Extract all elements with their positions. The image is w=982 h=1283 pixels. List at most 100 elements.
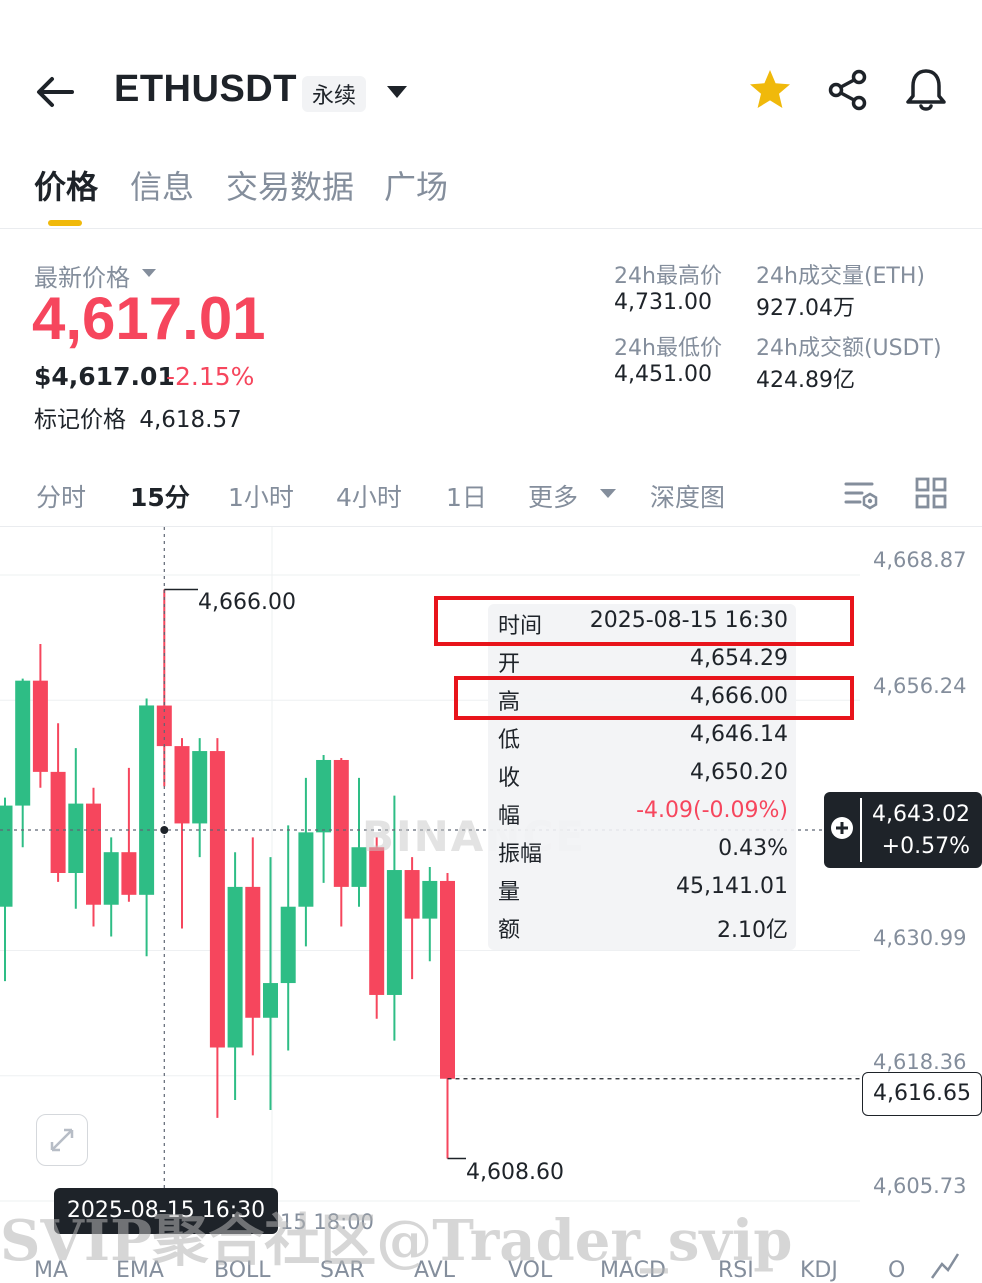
tooltip-volume-row: 量 45,141.01 xyxy=(498,870,788,908)
y-tick-label: 4,668.87 xyxy=(873,548,967,572)
annotation-box-time xyxy=(434,596,854,646)
fullscreen-button[interactable] xyxy=(36,1114,88,1166)
drawing-tools-icon[interactable] xyxy=(928,1250,962,1280)
candle-body xyxy=(192,751,208,824)
candle-body xyxy=(404,870,420,919)
candle-body xyxy=(0,805,13,907)
current-price-box[interactable]: 4,643.02 +0.57% xyxy=(824,792,982,868)
tab-trading-data[interactable]: 交易数据 xyxy=(226,168,355,206)
tooltip-low-label: 低 xyxy=(498,728,521,753)
bell-alert-icon[interactable] xyxy=(902,66,950,114)
last-price-tag: 4,616.65 xyxy=(862,1072,982,1116)
crosshair-time-tag: 2025-08-15 16:30 xyxy=(54,1188,278,1234)
tooltip-close-label: 收 xyxy=(498,766,521,791)
24h-volume-label: 24h成交量(ETH) xyxy=(756,264,925,289)
usd-price: $4,617.01 xyxy=(34,362,175,391)
tooltip-change-label: 幅 xyxy=(498,804,521,829)
tooltip-high-row: 高 4,666.00 xyxy=(498,680,788,718)
candle-tooltip xyxy=(488,604,796,950)
candles-group xyxy=(0,589,455,1159)
tooltip-change-value: -4.09(-0.09%) xyxy=(636,798,788,823)
last-price-label[interactable]: 最新价格 xyxy=(34,264,130,292)
timeframe-4h[interactable]: 4小时 xyxy=(336,483,402,512)
last-price: 4,617.01 xyxy=(32,285,266,352)
tooltip-change-row: 幅 -4.09(-0.09%) xyxy=(498,794,788,832)
tab-price[interactable]: 价格 xyxy=(34,168,99,206)
candle-body xyxy=(280,906,296,984)
mark-price-label: 标记价格 xyxy=(34,407,126,433)
tooltip-amplitude-row: 振幅 0.43% xyxy=(498,832,788,870)
chart-settings-icon[interactable] xyxy=(842,476,880,512)
y-tick-label: 4,656.24 xyxy=(873,674,967,698)
candle-body xyxy=(68,803,84,874)
timeframe-more[interactable]: 更多 xyxy=(528,483,579,512)
timeframe-1h[interactable]: 1小时 xyxy=(228,483,294,512)
indicator-kdj[interactable]: KDJ xyxy=(800,1258,838,1283)
indicator-macd[interactable]: MACD xyxy=(600,1258,666,1283)
candle-body xyxy=(298,832,314,907)
indicator-rsi[interactable]: RSI xyxy=(718,1258,754,1283)
tab-info[interactable]: 信息 xyxy=(130,168,195,206)
more-dropdown-icon[interactable] xyxy=(598,486,618,500)
timeframe-line[interactable]: 分时 xyxy=(36,483,87,512)
timeframe-15m[interactable]: 15分 xyxy=(130,483,190,512)
tooltip-open-row: 开 4,654.29 xyxy=(498,642,788,680)
candle-body xyxy=(139,705,155,895)
24h-amount-label: 24h成交额(USDT) xyxy=(756,336,942,361)
candle-body xyxy=(174,746,190,824)
24h-high-label: 24h最高价 xyxy=(614,264,722,289)
y-tick-label: 4,605.73 xyxy=(873,1174,967,1198)
tooltip-high-value: 4,666.00 xyxy=(690,684,788,709)
last-price-dropdown-icon[interactable] xyxy=(140,266,158,280)
indicator-more[interactable]: O xyxy=(888,1258,906,1283)
candle-body xyxy=(121,852,137,895)
indicator-ema[interactable]: EMA xyxy=(116,1258,164,1283)
contract-type-badge: 永续 xyxy=(302,76,367,112)
tooltip-close-value: 4,650.20 xyxy=(690,760,788,785)
tab-square[interactable]: 广场 xyxy=(384,168,449,206)
tooltip-low-value: 4,646.14 xyxy=(690,722,788,747)
share-icon[interactable] xyxy=(824,66,872,114)
tooltip-amplitude-value: 0.43% xyxy=(718,836,788,861)
candle-body xyxy=(316,759,332,833)
tooltip-amount-value: 2.10亿 xyxy=(717,918,788,943)
annotation-box-high xyxy=(454,676,854,720)
depth-chart-tab[interactable]: 深度图 xyxy=(650,483,726,512)
community-watermark: SVIP聚合社区@Trader_svip xyxy=(0,1208,793,1274)
candle-body xyxy=(351,847,367,887)
candle-body xyxy=(333,759,349,887)
mark-price-value: 4,618.57 xyxy=(139,407,242,433)
tooltip-amount-label: 额 xyxy=(498,918,521,943)
indicator-vol[interactable]: VOL xyxy=(508,1258,553,1283)
current-price-separator xyxy=(860,798,862,862)
symbol-title[interactable]: ETHUSDT xyxy=(114,68,297,110)
candle-body xyxy=(50,771,66,874)
candle-body xyxy=(103,852,119,905)
mark-price-row: 标记价格 4,618.57 xyxy=(34,400,242,434)
candle-body xyxy=(440,880,455,1079)
high-price-marker: 4,666.00 xyxy=(198,590,296,615)
indicator-ma[interactable]: MA xyxy=(34,1258,69,1283)
star-favorite-icon[interactable] xyxy=(746,66,794,114)
tooltip-open-label: 开 xyxy=(498,652,521,677)
expand-icon xyxy=(50,1128,74,1152)
indicator-sar[interactable]: SAR xyxy=(320,1258,365,1283)
back-arrow-icon[interactable] xyxy=(32,70,80,114)
symbol-dropdown-icon[interactable] xyxy=(384,82,410,102)
low-price-marker: 4,608.60 xyxy=(466,1160,564,1185)
x-tick-label: 15 18:00 xyxy=(280,1210,374,1234)
candle-body xyxy=(15,680,31,806)
candle-body xyxy=(263,983,278,1018)
layout-grid-icon[interactable] xyxy=(914,476,948,510)
indicator-boll[interactable]: BOLL xyxy=(214,1258,271,1283)
crosshair-dot xyxy=(160,826,169,834)
tooltip-time-value: 2025-08-15 16:30 xyxy=(589,608,788,633)
indicator-avl[interactable]: AVL xyxy=(414,1258,455,1283)
price-change-percent: -2.15% xyxy=(166,362,255,391)
timeframe-1d[interactable]: 1日 xyxy=(446,483,487,512)
candle-body xyxy=(209,751,225,1048)
candle-body xyxy=(245,886,261,1018)
candle-body xyxy=(86,803,101,905)
add-order-plus-icon[interactable] xyxy=(830,816,854,840)
timeframe-divider xyxy=(0,526,982,527)
